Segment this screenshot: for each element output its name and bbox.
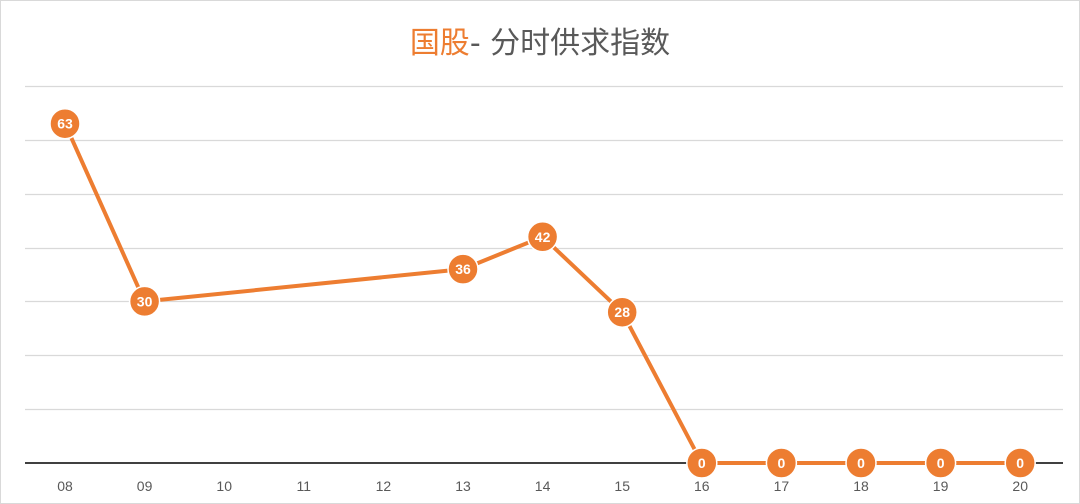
x-tick-label: 09 [137,478,153,494]
x-tick-label: 16 [694,478,710,494]
data-label: 36 [455,261,471,277]
x-tick-label: 18 [853,478,869,494]
x-tick-labels: 08 09 10 11 12 13 14 15 16 17 18 19 20 [57,478,1028,494]
series-line [63,122,1021,465]
x-tick-label: 14 [535,478,551,494]
data-label: 0 [698,455,706,471]
data-point [447,253,479,285]
x-tick-label: 20 [1012,478,1028,494]
data-point [606,296,638,328]
x-tick-label: 19 [933,478,949,494]
data-point [845,447,877,479]
data-point [128,285,161,318]
x-tick-label: 12 [376,478,392,494]
chart-title-rest: - 分时供求指数 [469,26,671,61]
data-label: 0 [857,455,865,471]
data-label: 63 [57,116,73,132]
data-point [1004,447,1036,479]
data-label: 0 [1016,455,1024,471]
data-point [526,221,559,253]
x-tick-label: 15 [614,478,630,494]
data-point [924,447,957,479]
x-tick-label: 11 [297,478,312,494]
data-label: 42 [535,229,551,245]
data-points: 63 30 36 42 28 0 0 0 0 0 [49,107,1036,479]
data-point [686,447,718,479]
data-label: 30 [137,293,153,309]
series-lines [63,122,1021,465]
data-label: 28 [614,304,630,320]
data-point [765,447,798,479]
x-tick-label: 08 [57,478,73,494]
chart-title: 国股- 分时供求指数 [0,22,1080,66]
x-tick-label: 17 [774,478,790,494]
data-label: 0 [937,455,945,471]
data-label: 0 [778,455,786,471]
chart-title-highlight: 国股 [409,26,470,61]
x-tick-label: 13 [455,478,471,494]
data-point [49,107,81,140]
x-tick-label: 10 [216,478,232,494]
